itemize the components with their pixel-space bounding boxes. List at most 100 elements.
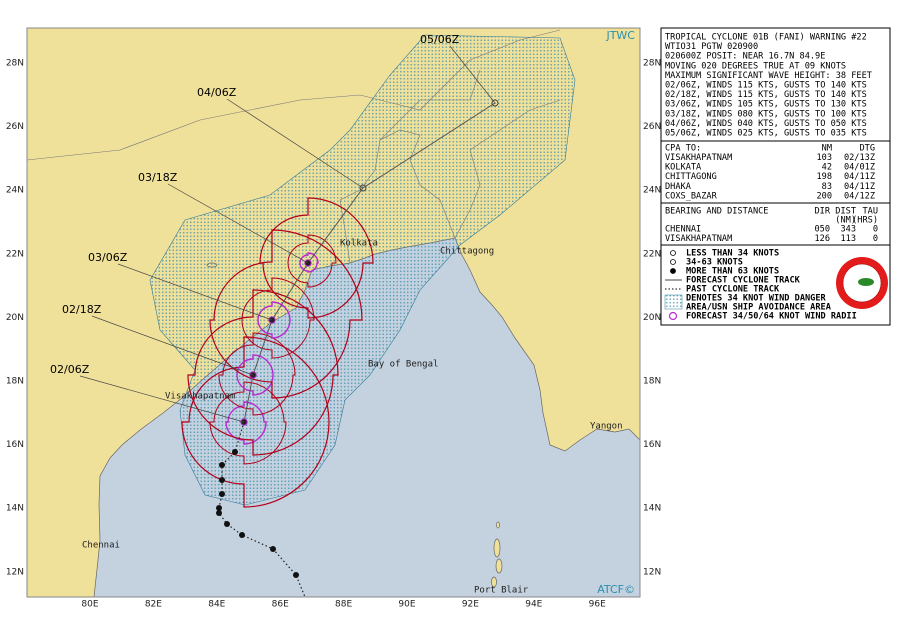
cpa-cell: 02/13Z: [844, 153, 875, 163]
lon-label: 94E: [525, 600, 542, 610]
place-label: Port Blair: [474, 586, 529, 596]
forecast-position: [359, 184, 367, 192]
bearing-cell: 0: [873, 225, 878, 235]
forecast-track: [243, 102, 496, 423]
warning-line: MOVING 020 DEGREES TRUE AT 09 KNOTS: [665, 61, 846, 71]
warning-box: TROPICAL CYCLONE 01B (FANI) WARNING #22W…: [660, 27, 891, 326]
past-position: [216, 505, 222, 511]
callout-line: [449, 45, 496, 104]
lat-label: 20N: [643, 313, 661, 323]
storm-positions: [216, 99, 499, 578]
legend-label: MORE THAN 63 KNOTS: [686, 267, 779, 277]
callout-line: [79, 375, 245, 423]
past-position: [293, 572, 299, 578]
cpa-cell: 198: [816, 172, 832, 182]
forecast-label: 04/06Z: [197, 86, 237, 99]
lat-label: 20N: [6, 313, 24, 323]
wind-radii: [181, 197, 374, 508]
legend-label: AREA/USN SHIP AVOIDANCE AREA: [686, 303, 832, 313]
bearing-cell: 113: [840, 234, 856, 244]
warning-line: MAXIMUM SIGNIFICANT WAVE HEIGHT: 38 FEET: [665, 71, 872, 81]
cpa-cell: 103: [816, 153, 832, 163]
callouts: 05/06Z 04/06Z 03/18Z 03/06Z 02/18Z 02/06Z Kolk…: [50, 33, 623, 596]
radius-ring: [187, 289, 339, 456]
cpa-cell: 04/12Z: [844, 191, 875, 201]
radius-ring: [241, 277, 315, 359]
legend-symbol: [670, 259, 676, 265]
bearing-header: DIST: [835, 207, 856, 217]
callout-line: [226, 98, 364, 189]
lon-label: 86E: [272, 600, 289, 610]
place-label: Yangon: [590, 422, 623, 432]
lat-label: 14N: [6, 504, 24, 514]
warning-line: 02/18Z, WINDS 115 KTS, GUSTS TO 140 KTS: [665, 90, 867, 100]
lon-label: 82E: [145, 600, 162, 610]
warning-line: 03/06Z, WINDS 105 KTS, GUSTS TO 130 KTS: [665, 100, 867, 110]
lon-label: 88E: [335, 600, 352, 610]
warning-line: 02/06Z, WINDS 115 KTS, GUSTS TO 140 KTS: [665, 81, 867, 91]
callout-line: [91, 315, 254, 376]
forecast-label: 02/18Z: [62, 303, 102, 316]
lon-label: 92E: [462, 600, 479, 610]
forecast-label: 03/06Z: [88, 251, 128, 264]
lon-label: 96E: [589, 600, 606, 610]
cpa-cell: 04/01Z: [844, 163, 875, 173]
past-position: [216, 510, 222, 516]
place-label: Kolkata: [340, 239, 378, 249]
past-position: [239, 532, 245, 538]
place-label: Visakhapatnam: [165, 392, 235, 402]
legend-symbol: [670, 268, 676, 274]
lat-label: 12N: [6, 567, 24, 577]
radius-ring: [181, 336, 330, 508]
bearing-subheader: (NM): [835, 216, 856, 226]
past-position: [219, 491, 225, 497]
cpa-header: DTG: [859, 144, 875, 154]
bearing-cell: 050: [814, 225, 830, 235]
lat-label: 22N: [643, 249, 661, 259]
cpa-cell: 83: [822, 182, 832, 192]
radius-ring: [209, 229, 363, 399]
cpa-cell: KOLKATA: [665, 163, 702, 173]
lat-label: 16N: [643, 440, 661, 450]
warning-line: 04/06Z, WINDS 040 KTS, GUSTS TO 050 KTS: [665, 119, 867, 129]
radius-ring: [236, 354, 274, 396]
radius-ring: [257, 301, 291, 339]
place-label: Bay of Bengal: [368, 360, 438, 370]
lon-label: 80E: [81, 600, 98, 610]
past-position: [219, 477, 225, 483]
legend-label: FORECAST CYCLONE TRACK: [686, 276, 801, 286]
radius-ring: [259, 197, 374, 319]
warning-line: TROPICAL CYCLONE 01B (FANI) WARNING #22: [665, 33, 867, 43]
place-label: Chittagong: [440, 247, 494, 257]
lat-label: 28N: [643, 59, 661, 69]
radius-ring: [299, 252, 319, 273]
forecast-label: 02/06Z: [50, 363, 90, 376]
callout-line: [167, 183, 309, 264]
legend-symbol: [664, 294, 683, 310]
lat-label: 26N: [6, 122, 24, 132]
cpa-header: CPA TO:: [665, 144, 701, 154]
cpa-cell: COXS_BAZAR: [665, 191, 718, 201]
warning-line: 020600Z POSIT: NEAR 16.7N 84.9E: [665, 52, 825, 62]
lat-label: 22N: [6, 249, 24, 259]
cpa-cell: 42: [822, 163, 832, 173]
cpa-cell: VISAKHAPATNAM: [665, 153, 732, 163]
source: JTWC: [605, 29, 635, 42]
cpa-header: NM: [822, 144, 832, 154]
radius-ring: [287, 234, 337, 288]
axes: 28N 28N 26N 26N 24N 24N 22N 22N 20N 20N 18N 18N 16N 1…: [6, 59, 661, 610]
lat-label: 26N: [643, 122, 661, 132]
lat-label: 24N: [643, 186, 661, 196]
cpa-cell: 04/11Z: [844, 182, 875, 192]
legend-label: 34-63 KNOTS: [686, 258, 743, 268]
bearing-header: DIR: [814, 207, 830, 217]
lon-label: 90E: [398, 600, 415, 610]
cpa-cell: 04/11Z: [844, 172, 875, 182]
legend-label: LESS THAN 34 KNOTS: [686, 249, 779, 259]
legend-label: FORECAST 34/50/64 KNOT WIND RADII: [686, 312, 857, 322]
bearing-cell: 343: [840, 225, 856, 235]
legend-label: DENOTES 34 KNOT WIND DANGER: [686, 294, 827, 304]
bearing-header: BEARING AND DISTANCE: [665, 207, 768, 217]
lat-label: 28N: [6, 59, 24, 69]
